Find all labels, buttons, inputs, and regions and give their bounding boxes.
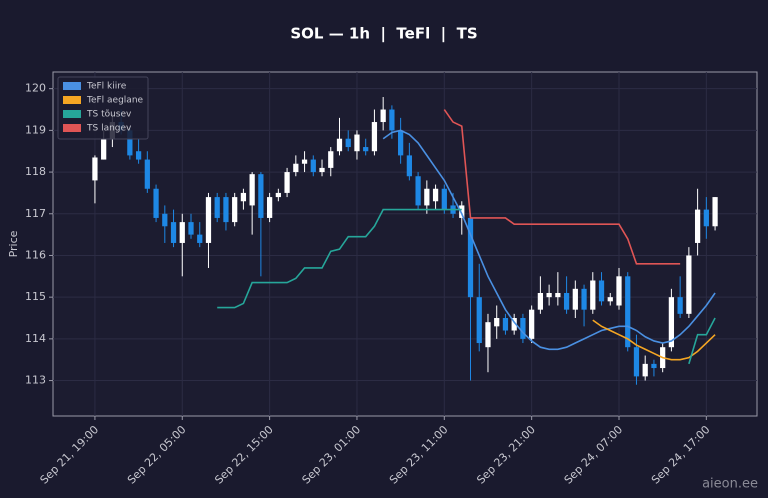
candle-body [651,363,657,369]
indicator-line [382,129,716,351]
legend-swatch [63,96,81,104]
y-tick-label: 115 [25,290,46,303]
candle-body [633,347,640,377]
candle-body [301,159,308,164]
candle-body [415,176,421,206]
candle-body [703,209,709,227]
candle-body [389,109,395,131]
candle-body [223,197,229,223]
candle-body [135,151,142,160]
y-tick-label: 118 [25,165,46,178]
candle-body [537,292,544,310]
candle-body [555,292,561,298]
candle-body [249,174,255,206]
y-tick-label: 116 [25,248,46,261]
candle-body [511,318,517,331]
candle-body [677,297,683,314]
candle-body [345,138,351,148]
candle-body [144,159,150,189]
candle-body [520,318,526,339]
candle-body [127,130,133,156]
candle-body [581,288,587,310]
candle-body [424,188,430,206]
candle-body [101,138,107,160]
legend-label: TS tõusev [86,110,132,120]
candle-body [275,192,281,198]
legend-label: TeFl kiire [86,82,127,92]
candle-body [546,292,552,298]
candle-body [319,167,325,173]
candle-body [485,322,491,348]
candle-body [179,222,185,243]
candle-body [459,205,465,218]
legend-swatch [63,110,81,118]
candle-body [590,280,596,310]
plot-area [52,71,758,417]
candle-body [494,318,500,327]
indicator-line [592,319,716,361]
candle-body [467,217,474,298]
y-axis-label: Price [7,230,20,257]
candle-body [232,197,238,223]
candle-body [694,209,701,243]
legend-swatch [63,124,81,132]
indicator-line [443,109,681,265]
candle-body [686,255,692,314]
candle-body [668,297,675,348]
candle-body [398,130,404,156]
candle-body [293,163,299,173]
watermark: aieon.ee [702,477,758,492]
y-tick-label: 120 [25,82,46,95]
candle-body [284,172,290,193]
candle-body [406,155,412,177]
candle-body [240,192,247,202]
candle-body [529,309,535,339]
candle-body [476,297,482,344]
candle-body [92,157,98,181]
candle-body [380,109,386,123]
marks [92,97,718,385]
candle-body [432,188,439,202]
candle-body [153,188,159,218]
candle-body [328,151,334,168]
legend-label: TeFl aeglane [86,96,144,106]
legend-swatch [63,82,81,90]
candle-body [336,138,343,152]
candle-body [563,292,570,310]
candle-body [371,122,378,152]
candle-body [188,222,194,235]
candle-body [625,276,631,348]
candle-body [170,222,177,243]
candle-body [162,213,168,227]
candle-body [258,174,264,218]
candle-body [502,318,509,331]
candle-body [642,363,648,377]
legend-label: TS langev [86,124,132,134]
candle-body [572,288,578,310]
candle-body [266,197,273,218]
legend: TeFl kiire TeFl aeglane TS tõusev TS langev [57,76,149,140]
candle-body [607,297,613,302]
candle-body [214,197,220,218]
candle-body [598,280,605,302]
indicator-line [217,208,716,365]
candle-body [712,197,718,227]
candle-body [310,159,316,173]
y-tick-label: 114 [25,332,46,345]
legend-box [57,76,149,140]
candle-body [354,134,360,152]
y-tick-label: 113 [25,374,46,387]
y-tick-label: 117 [25,207,46,220]
candle-body [616,276,622,306]
candle-body [441,188,447,210]
candle-body [205,197,212,243]
y-tick-label: 119 [25,123,46,136]
candle-body [197,234,203,243]
chart-title: SOL — 1h | TeFl | TS [290,25,477,44]
candle-body [363,147,369,152]
